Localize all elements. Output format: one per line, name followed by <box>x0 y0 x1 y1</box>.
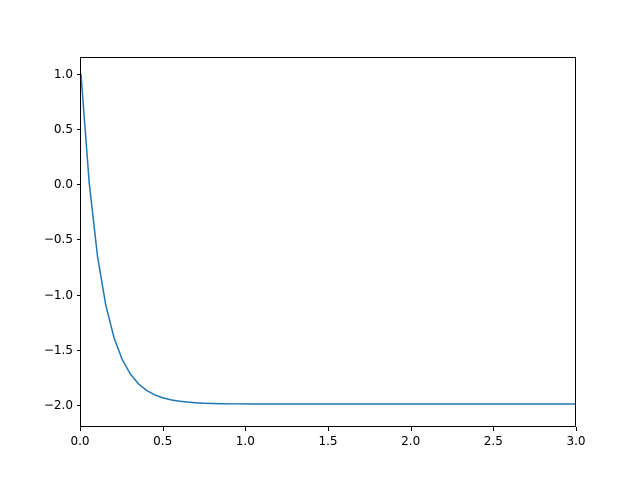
x-tick-label: 0.5 <box>153 434 173 448</box>
x-tick-mark <box>162 427 164 431</box>
x-tick-label: 1.0 <box>235 434 255 448</box>
plot-canvas <box>81 73 575 405</box>
y-tick-mark <box>76 239 80 241</box>
y-tick-mark <box>76 128 80 130</box>
y-tick-label: −2.0 <box>43 397 73 412</box>
y-tick-mark <box>76 294 80 296</box>
y-tick-label: −0.5 <box>43 232 73 247</box>
x-tick-label: 2.0 <box>401 434 421 448</box>
series-line-decay-curve <box>81 73 575 405</box>
y-tick-label: 0.0 <box>53 177 73 191</box>
y-tick-mark <box>76 73 80 75</box>
x-tick-label: 3.0 <box>566 434 586 448</box>
x-tick-mark <box>245 427 247 431</box>
plot-axes <box>80 57 576 427</box>
x-tick-label: 0.0 <box>70 434 90 448</box>
y-tick-label: 0.5 <box>53 121 73 136</box>
y-tick-label: 1.0 <box>53 66 73 81</box>
x-tick-mark <box>80 427 81 431</box>
x-tick-mark <box>493 427 495 431</box>
y-tick-mark <box>76 349 80 351</box>
x-tick-mark <box>328 427 329 431</box>
x-tick-mark <box>410 427 412 431</box>
y-tick-label: −1.5 <box>43 342 73 357</box>
x-tick-label: 1.5 <box>318 434 338 448</box>
y-tick-label: −1.0 <box>43 287 73 302</box>
y-tick-mark <box>76 404 80 406</box>
y-tick-mark <box>76 184 80 185</box>
x-tick-mark <box>576 427 577 431</box>
x-tick-label: 2.5 <box>483 434 503 448</box>
